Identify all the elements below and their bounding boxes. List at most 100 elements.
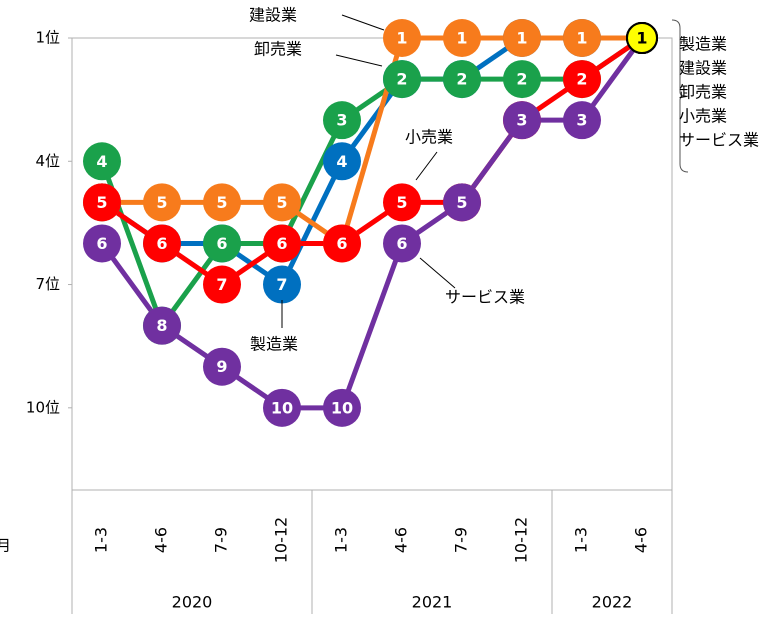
rank-label: 5 bbox=[156, 193, 167, 212]
rank-label: 3 bbox=[336, 111, 347, 130]
rank-label: 10 bbox=[331, 398, 353, 417]
rank-marker bbox=[143, 224, 181, 263]
rank-marker bbox=[143, 306, 181, 345]
annotation-leader bbox=[335, 54, 383, 67]
rank-label: 2 bbox=[396, 70, 407, 89]
legend-entry: 小売業 bbox=[679, 107, 727, 126]
legend-entry: 建設業 bbox=[679, 59, 727, 78]
series-line bbox=[100, 35, 644, 288]
rank-marker bbox=[203, 224, 241, 263]
x-tick-label: 1-3 bbox=[92, 527, 111, 553]
rank-label: 4 bbox=[96, 152, 107, 171]
annotation: 建設業 bbox=[249, 6, 297, 25]
series-line bbox=[100, 35, 642, 288]
rank-label: 5 bbox=[396, 193, 407, 212]
series-line bbox=[99, 36, 645, 411]
legend-entry: 製造業 bbox=[679, 35, 727, 54]
rank-marker bbox=[563, 19, 601, 57]
rank-marker bbox=[383, 224, 421, 263]
rank-marker bbox=[263, 265, 301, 304]
rank-label: 10 bbox=[271, 398, 293, 417]
rank-label: 3 bbox=[516, 111, 527, 130]
rank-label: 7 bbox=[216, 275, 227, 294]
rank-label: 5 bbox=[456, 193, 467, 212]
rank-label: 5 bbox=[96, 193, 107, 212]
rank-marker bbox=[203, 265, 241, 304]
rank-label: 6 bbox=[336, 234, 347, 253]
rank-marker bbox=[263, 183, 301, 222]
rank-marker bbox=[383, 60, 421, 99]
x-tick-label: 1-3 bbox=[572, 527, 591, 553]
rank-label: 1 bbox=[576, 29, 587, 48]
annotation-leader bbox=[415, 151, 438, 181]
rank-label: 6 bbox=[96, 234, 107, 253]
rank-marker bbox=[203, 347, 241, 386]
legend-entry: サービス業 bbox=[679, 131, 759, 150]
x-tick-label: 7-9 bbox=[452, 527, 471, 553]
rank-marker bbox=[383, 183, 421, 222]
group-label: 2020 bbox=[172, 593, 213, 612]
rank-marker bbox=[263, 224, 301, 263]
x-tick-label: 1-3 bbox=[332, 527, 351, 553]
annotation-leader bbox=[341, 14, 385, 31]
x-tick-label: 10-12 bbox=[512, 517, 531, 564]
annotation: 小売業 bbox=[405, 128, 453, 147]
rank-label: 7 bbox=[276, 275, 287, 294]
rank-marker bbox=[503, 19, 541, 57]
rank-marker bbox=[443, 60, 481, 99]
legend-entry: 卸売業 bbox=[679, 83, 727, 102]
series-line bbox=[102, 35, 642, 246]
x-tick-label: 4-6 bbox=[392, 527, 411, 553]
rank-label: 9 bbox=[216, 357, 227, 376]
rank-marker bbox=[443, 19, 481, 57]
rank-marker bbox=[626, 22, 658, 54]
rank-marker bbox=[323, 388, 361, 427]
rank-label: 6 bbox=[156, 234, 167, 253]
rank-marker bbox=[83, 183, 121, 222]
y-tick-label: 7位 bbox=[35, 275, 60, 293]
rank-marker bbox=[503, 60, 541, 99]
y-tick-label: 1位 bbox=[35, 29, 60, 47]
legend-bracket bbox=[671, 19, 689, 173]
x-tick-label: 4-6 bbox=[632, 527, 651, 553]
rank-marker bbox=[323, 224, 361, 263]
series-line bbox=[99, 35, 644, 329]
plot-frame bbox=[71, 37, 673, 491]
annotation-leader bbox=[419, 257, 456, 289]
rank-label: 5 bbox=[216, 193, 227, 212]
annotation: 製造業 bbox=[250, 335, 298, 354]
rank-marker bbox=[143, 183, 181, 222]
y-tick-label: 4位 bbox=[35, 152, 60, 170]
rank-marker bbox=[323, 101, 361, 140]
group-label: 2022 bbox=[592, 593, 633, 612]
rank-label: 2 bbox=[516, 70, 527, 89]
x-tick-label: 7-9 bbox=[212, 527, 231, 553]
rank-label: 4 bbox=[336, 152, 347, 171]
rank-label: 6 bbox=[276, 234, 287, 253]
x-unit-label: 月 bbox=[0, 537, 11, 555]
x-tick-label: 10-12 bbox=[272, 517, 291, 564]
x-tick-label: 4-6 bbox=[152, 527, 171, 553]
rank-label: 1 bbox=[516, 29, 527, 48]
rank-label: 2 bbox=[576, 70, 587, 89]
rank-marker bbox=[83, 142, 121, 181]
rank-marker bbox=[383, 19, 421, 57]
rank-marker bbox=[503, 101, 541, 140]
group-label: 2021 bbox=[412, 593, 453, 612]
rank-label: 6 bbox=[396, 234, 407, 253]
rank-marker bbox=[263, 388, 301, 427]
rank-marker bbox=[563, 60, 601, 99]
rank-marker bbox=[323, 142, 361, 181]
rank-label: 5 bbox=[276, 193, 287, 212]
rank-label: 2 bbox=[456, 70, 467, 89]
rank-label: 8 bbox=[156, 316, 167, 335]
annotation: サービス業 bbox=[445, 288, 525, 307]
rank-marker bbox=[443, 183, 481, 222]
rank-label: 1 bbox=[456, 29, 467, 48]
rank-label: 1 bbox=[636, 29, 647, 48]
y-tick-label: 10位 bbox=[26, 398, 60, 416]
rank-marker bbox=[563, 101, 601, 140]
rank-label: 3 bbox=[576, 111, 587, 130]
annotation: 卸売業 bbox=[254, 40, 302, 59]
